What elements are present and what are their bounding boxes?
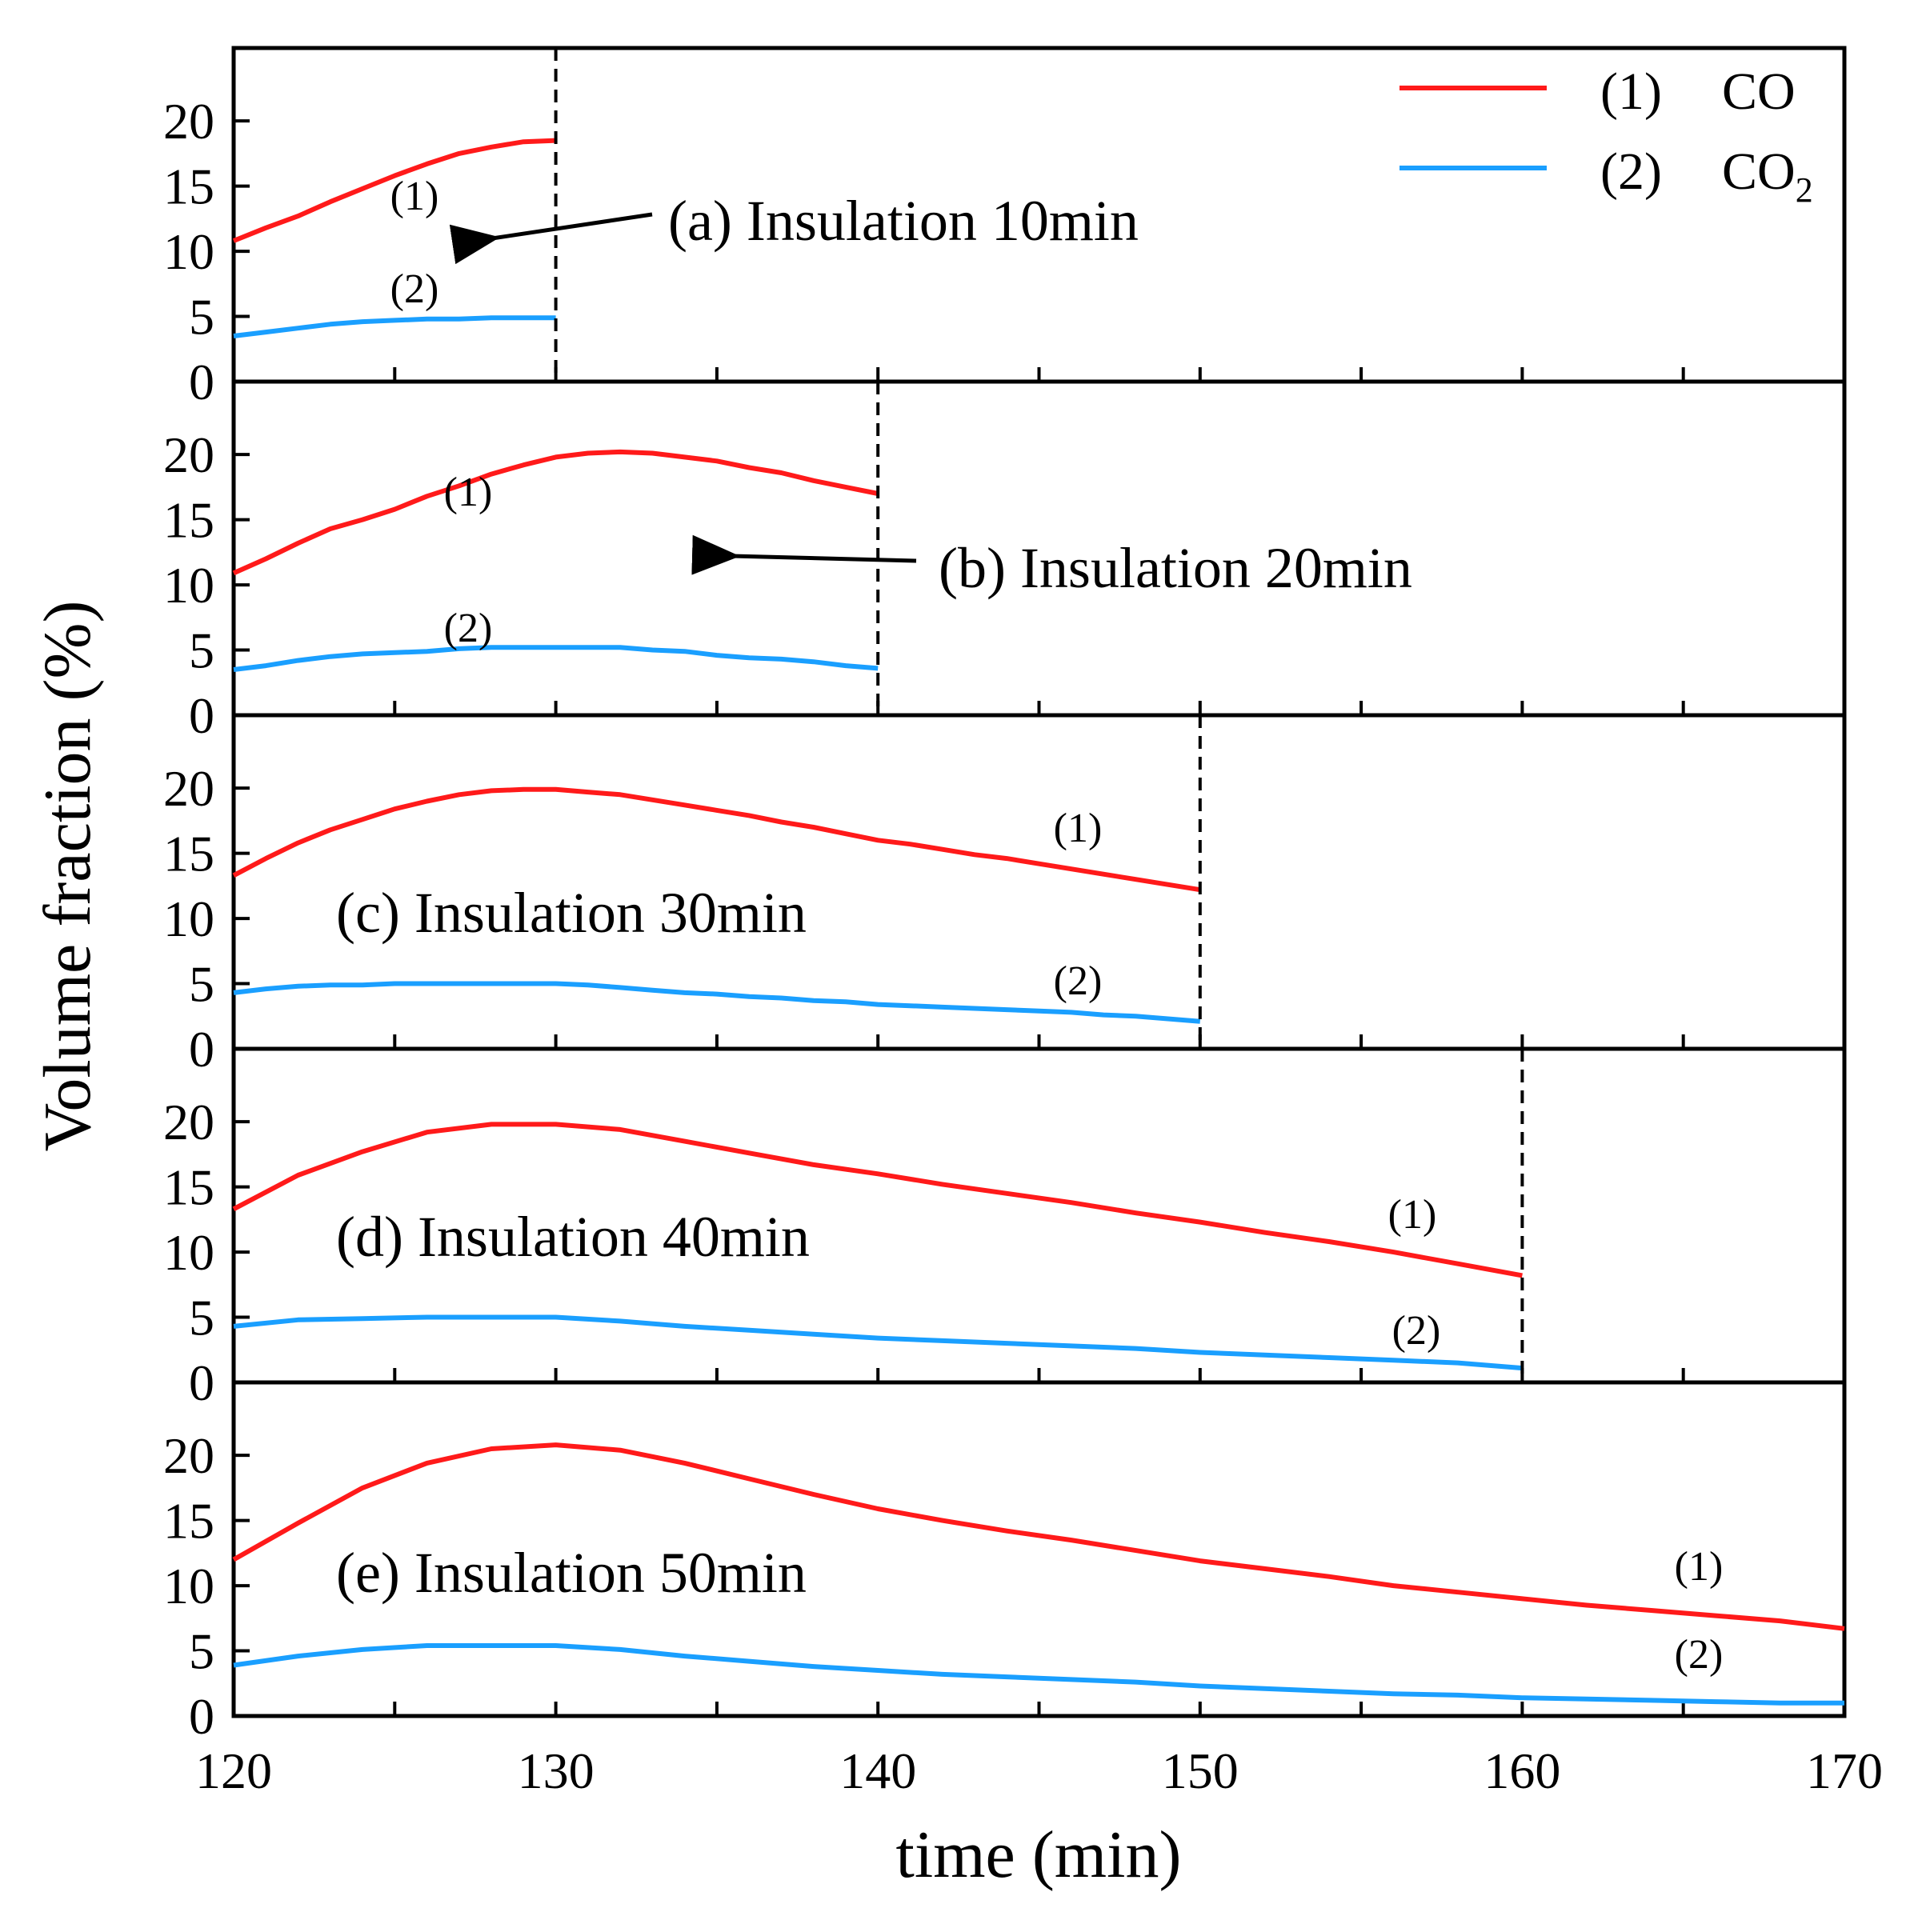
- series-line-co: [232, 138, 556, 243]
- legend-label-co2-subscript: 2: [1796, 170, 1813, 210]
- data-series: [232, 138, 1845, 1706]
- y-tick-label: 20: [163, 760, 214, 817]
- series-line-co2: [233, 1314, 1523, 1371]
- curve-tag-co2: (2): [1675, 1632, 1724, 1678]
- curve-tag-co2: (2): [1392, 1308, 1441, 1354]
- curve-tag-co: (1): [444, 470, 493, 515]
- legend-label-co: CO: [1722, 62, 1796, 121]
- annotations: [449, 212, 917, 575]
- y-tick-label: 0: [189, 354, 214, 410]
- y-tick-label: 10: [163, 223, 214, 280]
- y-tick-label: 10: [163, 557, 214, 614]
- y-tick-label: 20: [163, 1427, 214, 1484]
- legend-label-co2-base: CO: [1722, 142, 1796, 201]
- y-tick-label: 15: [163, 1159, 214, 1216]
- curve-tag-co: (1): [1388, 1192, 1437, 1238]
- y-tick-label: 15: [163, 492, 214, 549]
- end-markers: [554, 48, 1524, 1382]
- panel-label: (b) Insulation 20min: [939, 536, 1412, 600]
- y-tick-label: 15: [163, 158, 214, 215]
- legend-tag-co: (1): [1600, 62, 1662, 121]
- x-tick-label: 140: [839, 1742, 916, 1799]
- curve-tag-co2: (2): [1054, 958, 1103, 1004]
- x-tick-label: 150: [1162, 1742, 1239, 1799]
- y-tick-label: 20: [163, 93, 214, 150]
- panel-label: (c) Insulation 30min: [336, 881, 807, 945]
- y-tick-label: 5: [189, 622, 214, 679]
- series-line-co: [232, 1442, 1845, 1631]
- y-tick-label: 20: [163, 426, 214, 483]
- curve-tag-co: (1): [390, 174, 439, 219]
- y-tick-label: 10: [163, 1558, 214, 1614]
- y-tick-label: 0: [189, 1688, 214, 1745]
- x-tick-label: 130: [518, 1742, 595, 1799]
- y-tick-label: 10: [163, 890, 214, 947]
- y-tick-label: 5: [189, 289, 214, 346]
- y-tick-label: 5: [189, 1290, 214, 1346]
- y-tick-label: 15: [163, 1493, 214, 1550]
- y-axis-title: Volume fraction (%): [30, 601, 105, 1152]
- series-line-co: [232, 1122, 1523, 1278]
- x-tick-label: 170: [1806, 1742, 1883, 1799]
- series-line-co: [232, 786, 1201, 893]
- y-tick-label: 5: [189, 956, 214, 1013]
- curve-tag-co2: (2): [444, 606, 493, 651]
- curve-tag-co: (1): [1675, 1544, 1724, 1590]
- panel-label: (a) Insulation 10min: [668, 189, 1139, 253]
- legend-tag-co2: (2): [1600, 142, 1662, 201]
- series-line-co: [232, 449, 879, 576]
- annotation-arrow: [449, 212, 653, 265]
- legend: (1) CO (2) CO2: [1399, 62, 1813, 210]
- series-line-co2: [233, 645, 879, 672]
- curve-tag-co: (1): [1054, 806, 1103, 851]
- x-tick-label: 160: [1484, 1742, 1560, 1799]
- series-line-co2: [233, 1643, 1844, 1706]
- y-tick-label: 5: [189, 1623, 214, 1680]
- annotation-arrow: [691, 534, 917, 575]
- x-tick-label: 120: [195, 1742, 272, 1799]
- curve-tag-co2: (2): [390, 266, 439, 312]
- y-tick-label: 0: [189, 687, 214, 744]
- y-tick-label: 15: [163, 826, 214, 882]
- legend-label-co2: CO2: [1722, 142, 1813, 210]
- x-axis-title: time (min): [896, 1818, 1182, 1892]
- series-line-co2: [233, 981, 1201, 1024]
- y-tick-label: 0: [189, 1021, 214, 1078]
- y-tick-label: 0: [189, 1354, 214, 1411]
- panel-label: (e) Insulation 50min: [336, 1541, 807, 1605]
- series-line-co2: [233, 315, 556, 338]
- axis-ticks: [234, 119, 1685, 1718]
- y-tick-label: 20: [163, 1094, 214, 1150]
- panel-label: (d) Insulation 40min: [336, 1205, 810, 1269]
- y-tick-label: 10: [163, 1224, 214, 1281]
